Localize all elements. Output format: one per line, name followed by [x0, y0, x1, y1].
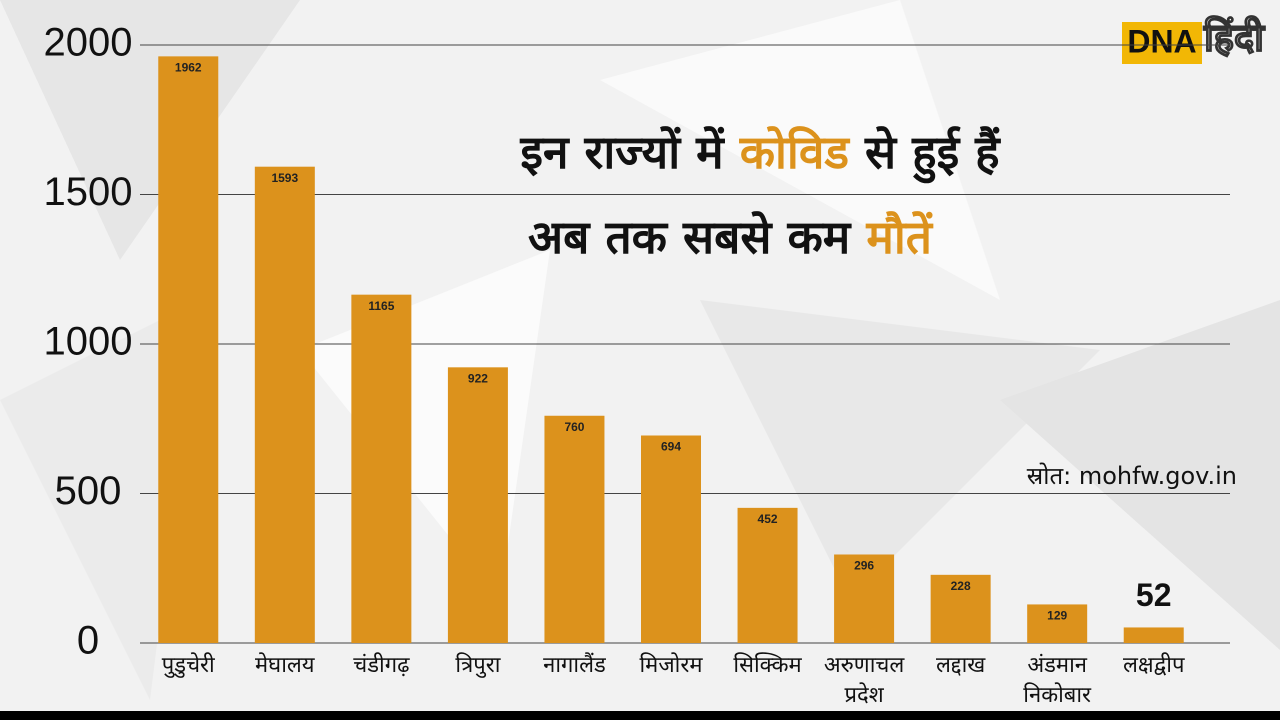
title-part: अब तक सबसे कम [528, 210, 866, 264]
bg-shape [700, 300, 1100, 600]
bar [447, 367, 508, 643]
x-tick-label: मेघालय [255, 652, 316, 678]
bg-shape [0, 300, 200, 700]
bg-shape [0, 0, 300, 260]
x-tick-label: लक्षद्वीप [1123, 652, 1185, 678]
logo-text: हिंदी [1203, 16, 1265, 60]
x-tick-label: मिजोरम [639, 652, 703, 678]
x-tick-label-line: निकोबार [1023, 682, 1092, 708]
title-part: से हुई हैं [849, 125, 1001, 184]
x-tick-label-line: प्रदेश [845, 682, 885, 708]
title-part: इन राज्यों में [519, 125, 739, 179]
bar [834, 554, 895, 643]
chart-title: इन राज्यों में कोविड से हुई हैं [519, 125, 1001, 184]
value-label: 129 [1047, 609, 1067, 623]
x-tick-label: नागालैंड [543, 652, 606, 678]
bar [930, 574, 991, 643]
bar [158, 56, 219, 643]
value-label: 52 [1136, 577, 1172, 613]
x-tick-label: त्रिपुरा [455, 652, 500, 678]
y-tick-label: 1500 [44, 170, 133, 214]
bar [1123, 627, 1184, 643]
x-tick-label-line: अरुणाचल [824, 653, 906, 678]
bar [351, 294, 412, 643]
logo-text: DNA [1127, 23, 1196, 59]
value-label: 760 [564, 420, 584, 434]
title-part: मौतें [865, 210, 933, 264]
bar [544, 415, 605, 643]
x-tick-label-line: अंडमान [1027, 653, 1087, 678]
logo: DNA हिंदी [1122, 15, 1266, 64]
bar [737, 507, 798, 643]
value-label: 228 [951, 579, 971, 593]
value-label: 452 [758, 512, 778, 526]
logo-box [1122, 22, 1202, 64]
y-tick-label: 500 [55, 469, 122, 513]
x-tick-label: अरुणाचल प्रदेश [824, 653, 906, 708]
source: स्रोत: mohfw.gov.in [1027, 462, 1237, 490]
chart-title: अब तक सबसे कम मौतें [528, 210, 934, 264]
value-label: 1962 [175, 61, 202, 75]
value-label: 1593 [271, 171, 298, 185]
x-tick-label: पुडुचेरी [162, 652, 215, 678]
bar [1027, 604, 1088, 643]
bottom-strip [0, 711, 1280, 720]
title-part: कोविड [739, 125, 851, 179]
y-tick-label: 0 [77, 619, 99, 663]
x-tick-label: अंडमान निकोबार [1023, 653, 1092, 708]
value-label: 1165 [368, 299, 394, 313]
value-label: 694 [661, 440, 681, 454]
bg-shape [1000, 300, 1280, 650]
value-label: 922 [468, 371, 488, 385]
bg-shape [600, 0, 1000, 300]
bar [641, 435, 701, 643]
value-label: 296 [854, 559, 874, 573]
x-tick-label: सिक्किम [733, 652, 802, 678]
bar [254, 166, 315, 643]
x-tick-label: चंडीगढ़ [353, 652, 410, 678]
y-tick-label: 2000 [44, 21, 133, 65]
x-tick-label: लद्दाख [936, 653, 986, 678]
y-tick-label: 1000 [44, 320, 133, 364]
